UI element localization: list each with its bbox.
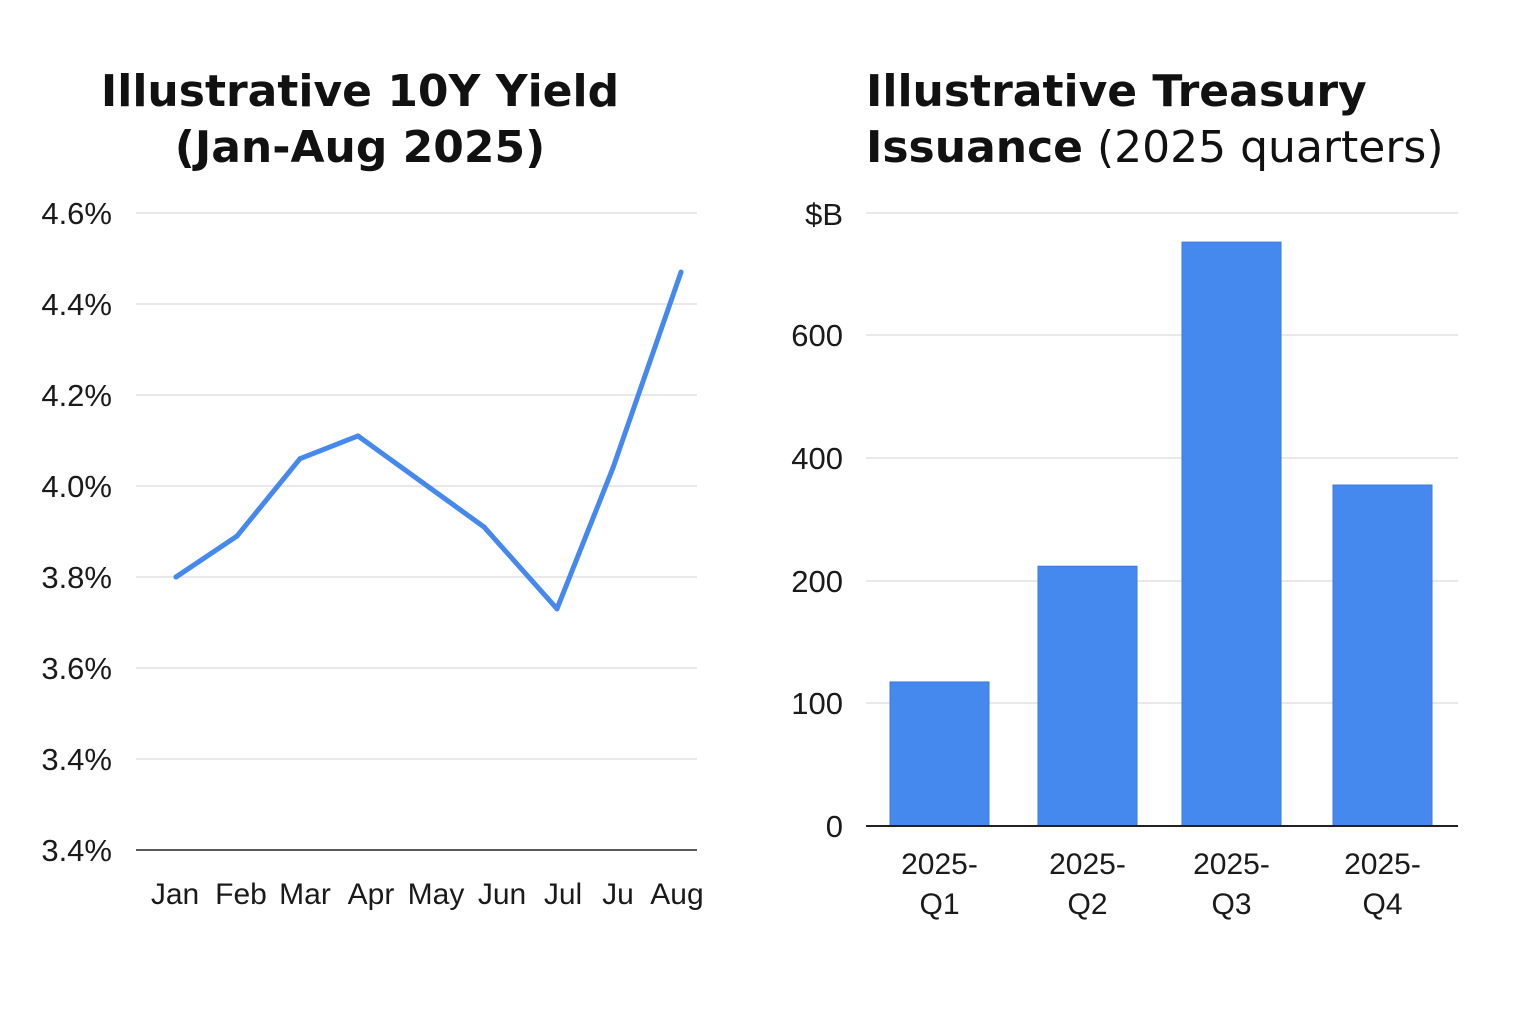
yield-x-tick-label: Feb — [215, 878, 267, 911]
yield-data-point — [678, 269, 684, 275]
yield-data-point — [481, 524, 487, 530]
issuance-x-tick-label-line1: 2025- — [1049, 848, 1126, 881]
yield-y-tick-label: 3.8% — [41, 560, 112, 595]
issuance-x-tick-label-line1: 2025- — [1344, 848, 1421, 881]
issuance-x-tick-label-line2: Q4 — [1362, 888, 1402, 921]
yield-chart-title: Illustrative 10Y Yield (Jan-Aug 2025) — [0, 64, 720, 176]
issuance-bar — [1332, 484, 1433, 827]
issuance-y-tick-label: 0 — [826, 809, 843, 844]
yield-y-tick-label: 4.0% — [41, 469, 112, 504]
yield-x-tick-label: Apr — [348, 878, 395, 911]
issuance-bar-chart: $B 600 400 200 100 0 2025- Q1 2025- Q2 2025- Q3 2025… — [791, 197, 1458, 921]
issuance-x-tick-label-line2: Q3 — [1211, 888, 1251, 921]
yield-x-tick-label: Ju — [602, 878, 634, 911]
yield-x-tick-label: Aug — [650, 878, 703, 911]
yield-series-line — [173, 269, 684, 612]
yield-data-point — [297, 456, 303, 462]
issuance-bar — [1037, 565, 1138, 827]
yield-x-tick-label: Jan — [151, 878, 199, 911]
issuance-title-line2-normal: (2025 quarters) — [1083, 122, 1444, 173]
yield-x-tick-label: May — [408, 878, 465, 911]
issuance-y-tick-label: 200 — [791, 564, 843, 599]
issuance-x-tick-label-line1: 2025- — [901, 848, 978, 881]
yield-y-tick-label: 3.4% — [41, 833, 112, 868]
issuance-title-line2-bold: Issuance — [866, 122, 1084, 173]
yield-y-tick-label: 4.6% — [41, 196, 112, 231]
issuance-x-tick-label-line2: Q2 — [1067, 888, 1107, 921]
issuance-bar — [889, 681, 990, 827]
issuance-chart-title: Illustrative Treasury Issuance (2025 qua… — [866, 64, 1444, 176]
yield-data-point — [234, 533, 240, 539]
yield-x-tick-label: Jul — [544, 878, 582, 911]
yield-data-point — [554, 606, 560, 612]
yield-y-tick-label: 3.4% — [41, 742, 112, 777]
issuance-x-tick-label-line1: 2025- — [1193, 848, 1270, 881]
issuance-unit-label: $B — [805, 197, 843, 232]
issuance-y-tick-label: 600 — [791, 318, 843, 353]
yield-y-tick-label: 3.6% — [41, 651, 112, 686]
issuance-y-tick-label: 400 — [791, 441, 843, 476]
issuance-bar — [1181, 241, 1282, 827]
issuance-y-tick-label: 100 — [791, 686, 843, 721]
yield-data-point — [173, 574, 179, 580]
yield-x-tick-label: Jun — [478, 878, 526, 911]
yield-title-line2: (Jan-Aug 2025) — [174, 122, 546, 173]
issuance-title-line1: Illustrative Treasury — [866, 66, 1367, 117]
yield-y-tick-label: 4.4% — [41, 287, 112, 322]
yield-data-point — [355, 433, 361, 439]
yield-data-point — [610, 465, 616, 471]
yield-y-tick-label: 4.2% — [41, 378, 112, 413]
yield-title-line1: Illustrative 10Y Yield — [100, 66, 620, 117]
issuance-x-tick-label-line2: Q1 — [919, 888, 959, 921]
yield-x-tick-label: Mar — [279, 878, 331, 911]
yield-line-chart: 4.6% 4.4% 4.2% 4.0% 3.8% 3.6% 3.4% 3.4% Jan Feb Ma… — [41, 196, 703, 911]
yield-data-point — [418, 478, 424, 484]
